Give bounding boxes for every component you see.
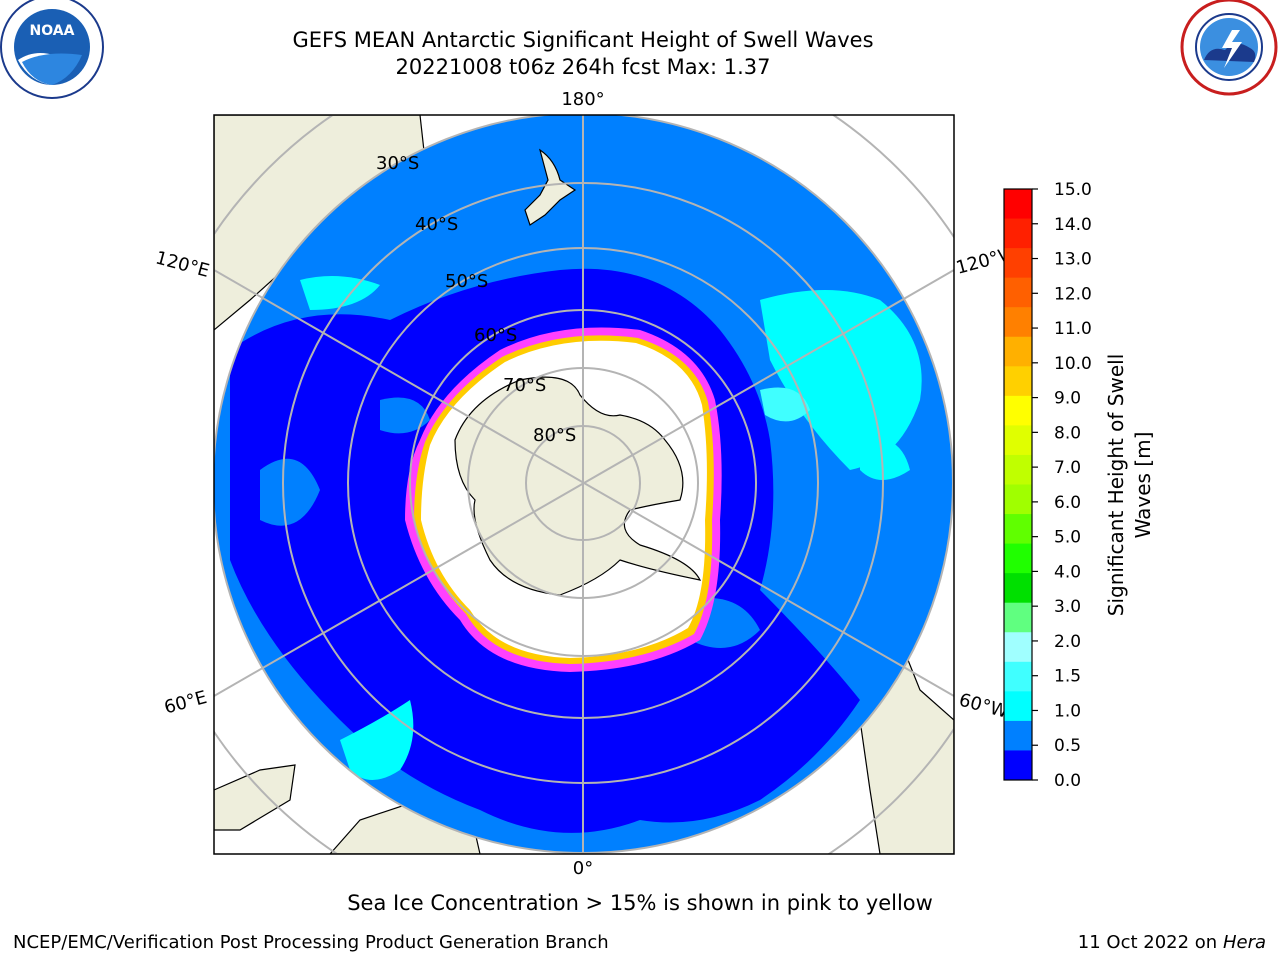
colorbar-segment bbox=[1004, 543, 1032, 574]
colorbar-tick-label: 2.0 bbox=[1054, 632, 1081, 652]
colorbar-segment bbox=[1004, 336, 1032, 367]
noaa-logo-text: NOAA bbox=[30, 23, 75, 39]
footer-machine: Hera bbox=[1222, 932, 1266, 953]
lat-label-80s: 80°S bbox=[533, 425, 576, 446]
colorbar-border bbox=[1003, 188, 1033, 781]
colorbar-label-line2: Waves [m] bbox=[1131, 432, 1155, 539]
colorbar-segment bbox=[1004, 484, 1032, 515]
noaa-logo: NOAA bbox=[0, 0, 104, 99]
footer-date-text: 11 Oct 2022 on bbox=[1077, 932, 1218, 953]
new-zealand-land bbox=[524, 148, 577, 226]
colorbar-tick-label: 8.0 bbox=[1054, 423, 1081, 443]
colorbar-segment bbox=[1004, 189, 1032, 220]
map-area: 30°S 40°S 50°S 60°S 70°S 80°S bbox=[214, 115, 954, 854]
colorbar-segment bbox=[1004, 248, 1032, 279]
colorbar-segment bbox=[1004, 395, 1032, 426]
colorbar-segment bbox=[1004, 691, 1032, 722]
colorbar-tick-label: 1.5 bbox=[1054, 667, 1081, 687]
lon-label-180: 180° bbox=[561, 89, 604, 110]
ocean-swell-1.0-1.5 bbox=[760, 290, 922, 470]
colorbar-tick-label: 4.0 bbox=[1054, 562, 1081, 582]
colorbar-segment bbox=[1004, 366, 1032, 397]
madagascar-land bbox=[214, 764, 296, 831]
lat-label-60s: 60°S bbox=[474, 325, 517, 346]
lon-label-60e: 60°E bbox=[162, 687, 209, 718]
colorbar-tick-label: 14.0 bbox=[1054, 215, 1092, 235]
lat-label-30s: 30°S bbox=[376, 153, 419, 174]
colorbar-tick-label: 1.0 bbox=[1054, 701, 1081, 721]
colorbar-tick-label: 9.0 bbox=[1054, 389, 1081, 409]
lat-label-70s: 70°S bbox=[503, 375, 546, 396]
colorbar-segment bbox=[1004, 720, 1032, 751]
colorbar-segment bbox=[1004, 661, 1032, 692]
colorbar-tick-label: 0.0 bbox=[1054, 771, 1081, 791]
colorbar: 15.0 14.0 13.0 12.0 11.0 10.0 9.0 8.0 7.0 6.0 5.0 4… bbox=[1003, 180, 1092, 791]
chart-title: GEFS MEAN Antarctic Significant Height o… bbox=[292, 28, 874, 52]
lon-label-60w: 60°W bbox=[957, 690, 1011, 723]
lat-label-40s: 40°S bbox=[415, 214, 458, 235]
graticule bbox=[214, 115, 954, 854]
colorbar-tick-label: 13.0 bbox=[1054, 250, 1092, 270]
colorbar-tick-label: 0.5 bbox=[1054, 736, 1081, 756]
colorbar-segment bbox=[1004, 425, 1032, 456]
footer-branch: NCEP/EMC/Verification Post Processing Pr… bbox=[13, 932, 609, 953]
lon-label-120e: 120°E bbox=[153, 247, 211, 281]
nws-logo bbox=[1180, 0, 1278, 96]
map-frame bbox=[213, 114, 955, 855]
sea-ice-note: Sea Ice Concentration > 15% is shown in … bbox=[347, 891, 933, 915]
colorbar-segment bbox=[1004, 632, 1032, 663]
colorbar-segment bbox=[1004, 514, 1032, 545]
chart-subtitle: 20221008 t06z 264h fcst Max: 1.37 bbox=[395, 55, 771, 79]
colorbar-tick-label: 5.0 bbox=[1054, 528, 1081, 548]
colorbar-tick-label: 12.0 bbox=[1054, 284, 1092, 304]
footer-date: 11 Oct 2022 on Hera bbox=[1078, 932, 1266, 953]
colorbar-segment bbox=[1004, 277, 1032, 308]
colorbar-tick-label: 3.0 bbox=[1054, 597, 1081, 617]
colorbar-tick-label: 6.0 bbox=[1054, 493, 1081, 513]
colorbar-tick-label: 7.0 bbox=[1054, 458, 1081, 478]
colorbar-segment bbox=[1004, 602, 1032, 633]
colorbar-segment bbox=[1004, 573, 1032, 604]
colorbar-tick-label: 11.0 bbox=[1054, 319, 1092, 339]
colorbar-tick-label: 10.0 bbox=[1054, 354, 1092, 374]
colorbar-segment bbox=[1004, 307, 1032, 338]
lon-label-0: 0° bbox=[573, 858, 593, 879]
colorbar-label-line1: Significant Height of Swell bbox=[1104, 354, 1128, 616]
colorbar-segment bbox=[1004, 454, 1032, 485]
colorbar-tick-label: 15.0 bbox=[1054, 180, 1092, 200]
lat-label-50s: 50°S bbox=[445, 271, 488, 292]
colorbar-segment bbox=[1004, 750, 1032, 781]
colorbar-segment bbox=[1004, 218, 1032, 249]
